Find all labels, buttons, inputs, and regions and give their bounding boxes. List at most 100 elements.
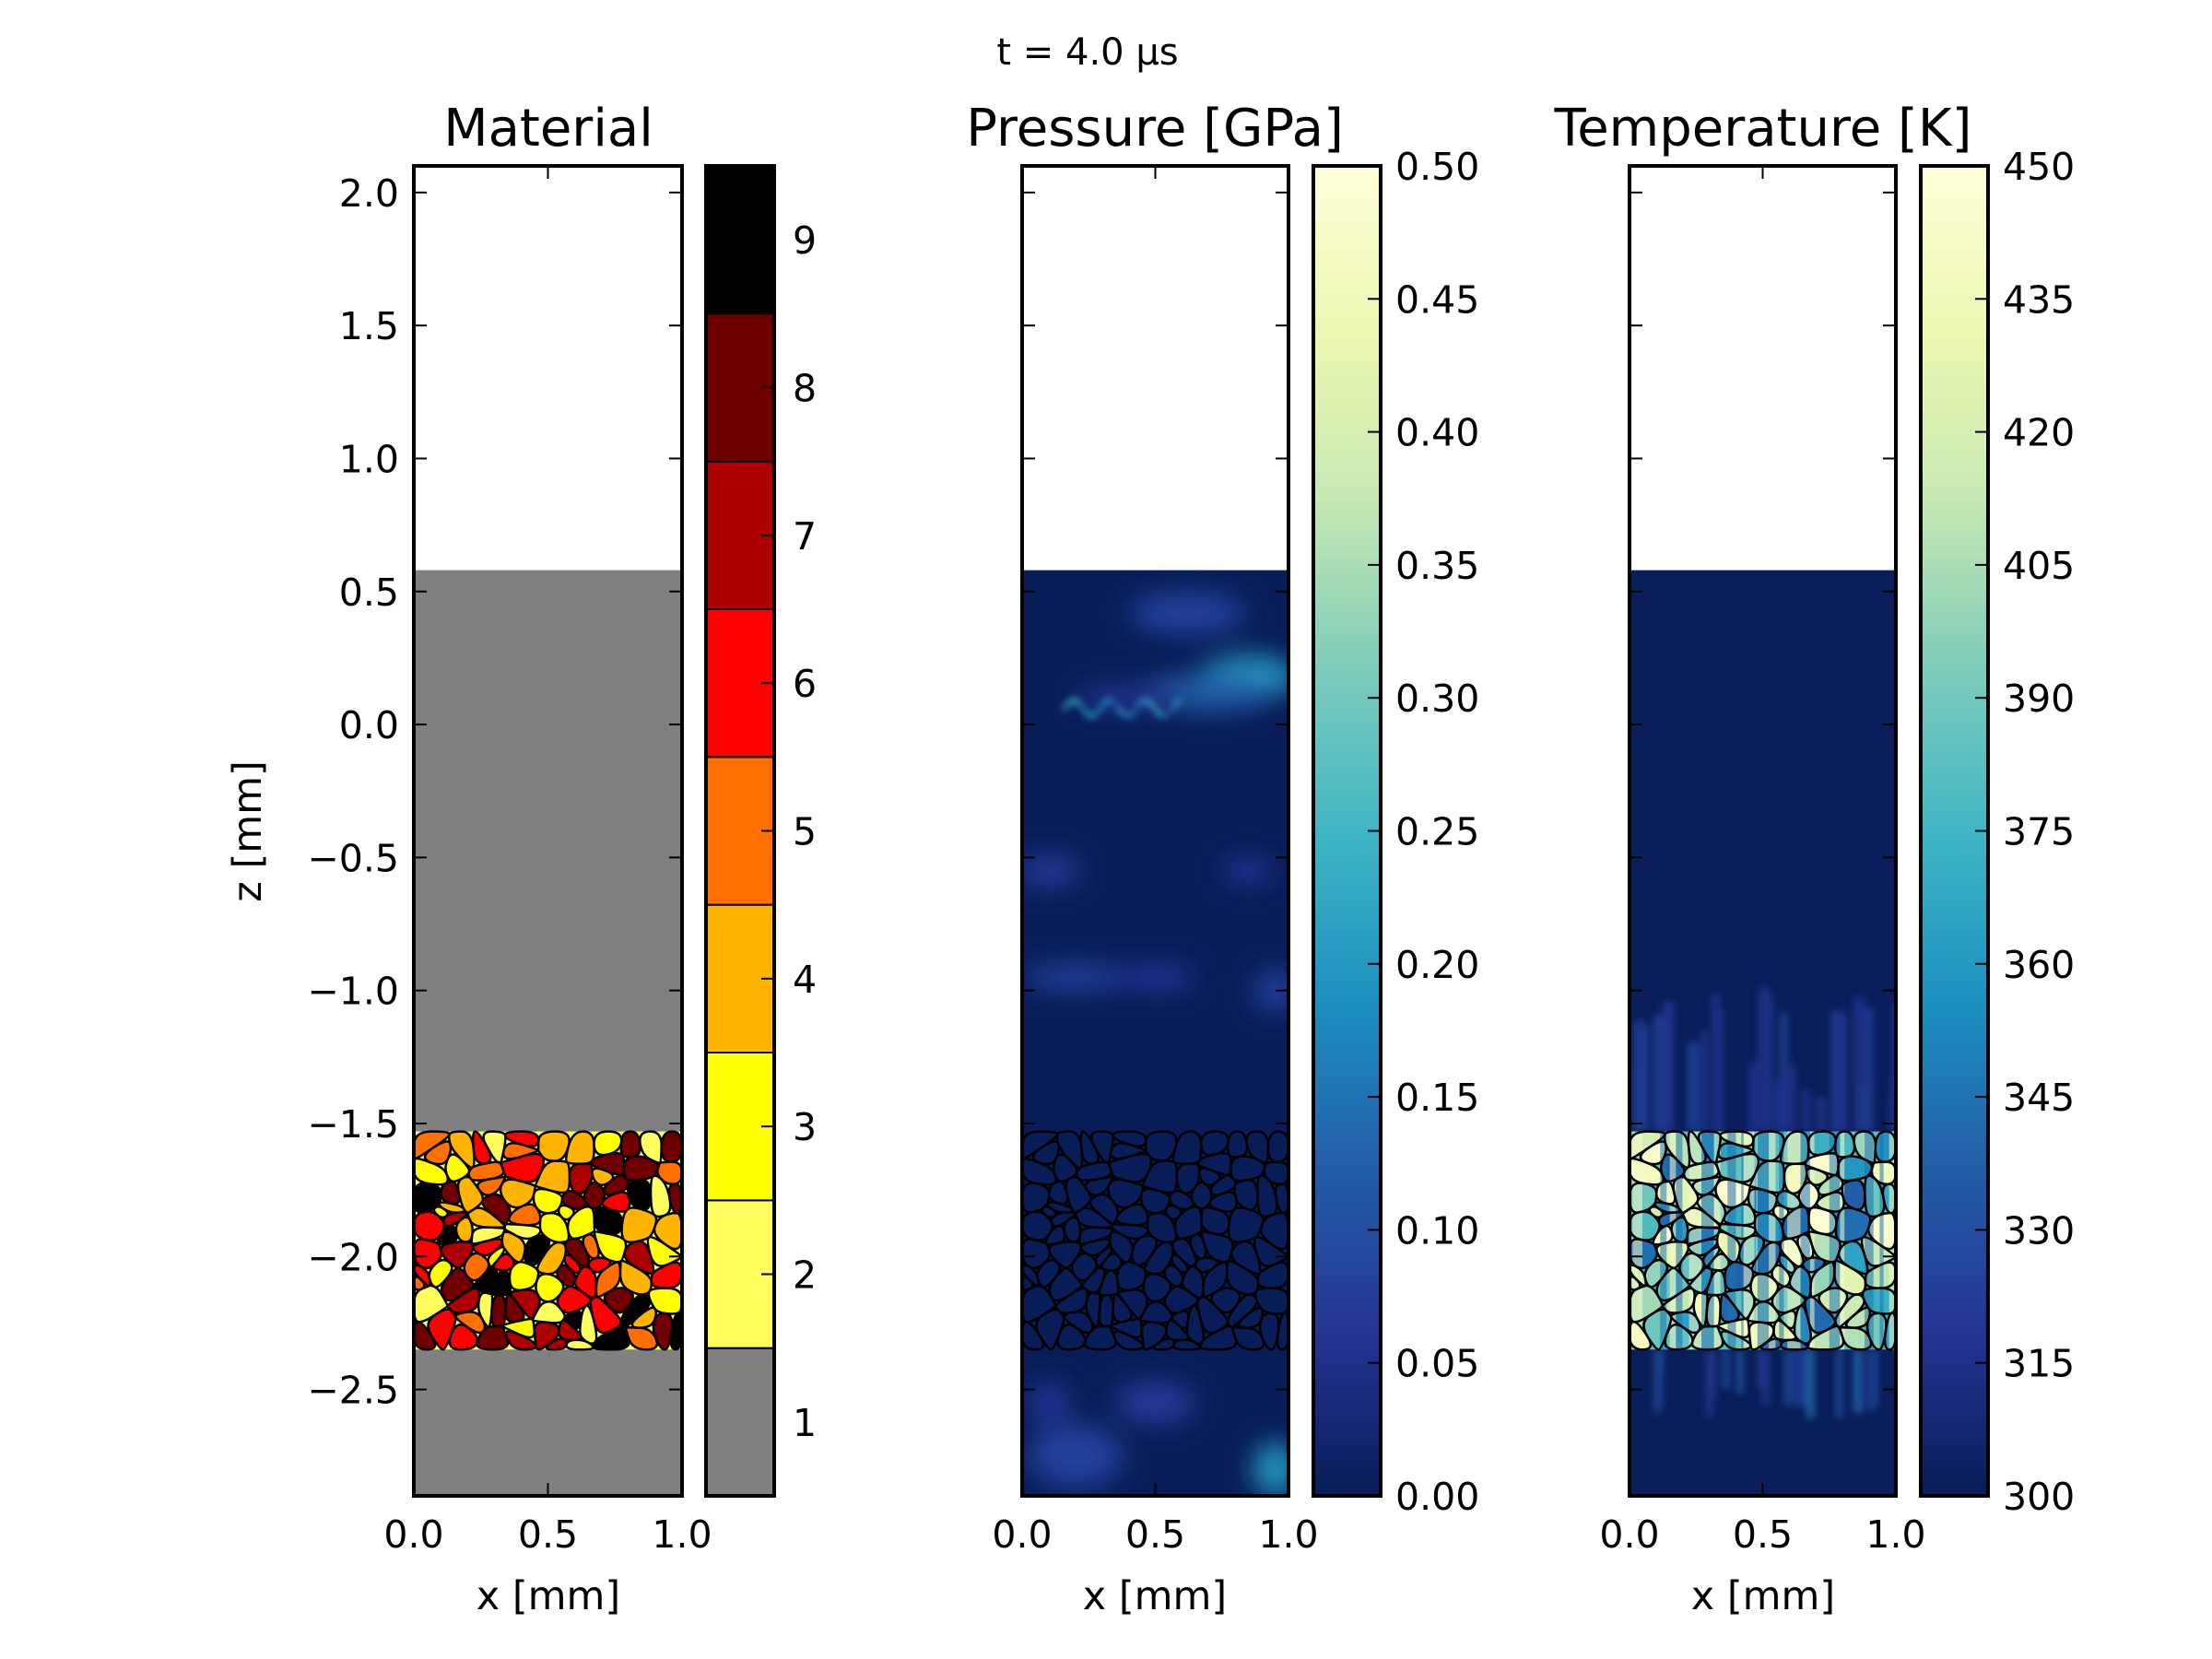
grain-outline <box>1196 1152 1232 1177</box>
grain-outline <box>1130 1234 1159 1266</box>
pressure-streak-pixel <box>1062 705 1068 711</box>
temperature-stripe <box>1669 1131 1677 1350</box>
grain-outline <box>1210 1287 1241 1314</box>
ytick-label: −1.5 <box>307 1102 399 1147</box>
grain-cell <box>472 1130 492 1165</box>
grain-outline <box>1171 1310 1190 1330</box>
temperature-stripe <box>1787 1131 1795 1350</box>
grain-temperature-cell <box>1839 1327 1872 1350</box>
pressure-streak-pixel <box>1074 699 1080 704</box>
temperature-streak <box>1785 1064 1796 1132</box>
grain-outline <box>1227 1206 1265 1244</box>
grain-outline <box>1084 1175 1116 1197</box>
colorbar-band <box>705 1347 775 1497</box>
grain-outline <box>1194 1256 1219 1274</box>
pressure-blob <box>1022 963 1129 991</box>
grain-outline <box>1796 1233 1815 1260</box>
pressure-streak-pixel <box>1070 698 1077 703</box>
temperature-stripe <box>1800 1131 1810 1350</box>
colorbar-tick-label: 3 <box>793 1105 817 1149</box>
grain-cell <box>473 1265 499 1295</box>
temperature-streak <box>1830 1011 1841 1132</box>
pressure-panel: Pressure [GPa] 0.0 0.5 1.0 x [mm] 0.00 0.05… <box>966 99 1479 1619</box>
pressure-xlabel: x [mm] <box>1083 1573 1227 1619</box>
pressure-blob <box>1253 969 1288 1012</box>
grain-outline <box>1817 1173 1844 1196</box>
temperature-streak <box>1632 1066 1643 1132</box>
xtick-label: 0.0 <box>383 1512 443 1557</box>
temperature-streak <box>1836 1349 1843 1418</box>
grain-cell <box>639 1130 663 1165</box>
grain-cell <box>619 1130 642 1159</box>
colorbar-tick-label: 0.50 <box>1395 145 1479 189</box>
material-colorbar: 1 2 3 4 5 6 7 8 9 <box>704 164 817 1498</box>
temperature-stripe <box>1632 1131 1642 1350</box>
temperature-streak <box>1891 1004 1896 1132</box>
colorbar-tick-label: 0.30 <box>1395 677 1479 721</box>
grain-cell <box>620 1206 658 1244</box>
grain-outline <box>1112 1330 1145 1351</box>
grain-outline <box>1834 1206 1872 1244</box>
ytick-label: 1.5 <box>339 304 399 348</box>
pressure-streak-pixel <box>1142 698 1148 703</box>
colorbar-band <box>705 165 775 315</box>
grain-temperature-cell <box>1838 1156 1873 1182</box>
grain-cell <box>667 1182 682 1215</box>
grain-cell <box>523 1234 551 1266</box>
pressure-streak-pixel <box>1082 708 1088 713</box>
colorbar-tick-label: 6 <box>793 662 817 706</box>
grain-temperature-cell <box>1846 1307 1870 1328</box>
colorbar-tick-label: 435 <box>2003 277 2075 322</box>
pressure-streak-pixel <box>1178 698 1184 703</box>
material-title: Material <box>443 99 653 159</box>
pressure-streak-pixel <box>1094 711 1100 716</box>
pressure-colorbar: 0.00 0.05 0.10 0.15 0.20 0.25 0.30 0.35 0.40 0.45… <box>1312 145 1479 1519</box>
temperature-streak <box>1762 1349 1770 1406</box>
pressure-streak-pixel <box>1118 709 1124 714</box>
temperature-title: Temperature [K] <box>1554 99 1972 159</box>
material-ylabel: z [mm] <box>225 760 271 902</box>
grain-outline <box>1691 1175 1724 1197</box>
pressure-blob <box>1027 1381 1071 1425</box>
colorbar-tick-label: 330 <box>2003 1208 2075 1253</box>
grain-outline <box>1844 1306 1872 1329</box>
grain-outline <box>1883 1312 1896 1351</box>
grain-outline <box>1853 1130 1877 1165</box>
grain-outline <box>1276 1312 1288 1351</box>
grain-outline <box>1116 1288 1148 1321</box>
pressure-streak-pixel <box>1098 705 1104 711</box>
grain-outline <box>1881 1182 1896 1215</box>
grain-cell <box>563 1253 582 1275</box>
xtick-label: 1.0 <box>1865 1512 1925 1557</box>
colorbar-tick-label: 0.40 <box>1395 411 1479 455</box>
grain-outline <box>1031 1140 1061 1166</box>
grain-outline <box>1818 1287 1849 1314</box>
colorbar-tick-label: 5 <box>793 810 817 854</box>
grain-cell <box>603 1287 634 1314</box>
grain-cell <box>593 1130 623 1157</box>
colorbar-tick-label: 315 <box>2003 1342 2075 1386</box>
pressure-blob <box>1253 1442 1288 1496</box>
grain-outline <box>1080 1265 1106 1295</box>
temperature-streak <box>1723 1349 1730 1390</box>
colorbar-tick-label: 2 <box>793 1253 817 1298</box>
grain-outline <box>1171 1253 1189 1275</box>
colorbar-tick-label: 0.20 <box>1395 943 1479 987</box>
grain-cell <box>427 1308 457 1351</box>
colorbar-tick-label: 345 <box>2003 1076 2075 1120</box>
grain-cell <box>557 1204 575 1221</box>
grain-outline <box>1062 1311 1094 1335</box>
material-panel: Material 2.0 1.5 1.0 0.5 0.0 −0.5 −1.0 −1.5 −2.0… <box>225 99 817 1619</box>
grain-outline <box>1642 1308 1673 1351</box>
temperature-ticks: 0.0 0.5 1.0 <box>1599 166 1926 1557</box>
grain-outline <box>1724 1288 1756 1321</box>
temperature-streak <box>1802 1088 1811 1132</box>
grain-outline <box>1687 1130 1707 1165</box>
grain-temperature-cell <box>1808 1131 1836 1156</box>
xtick-label: 0.0 <box>992 1512 1052 1557</box>
grain-cell <box>563 1310 582 1330</box>
temperature-stripe <box>1879 1131 1884 1350</box>
pressure-streak-pixel <box>1166 711 1172 716</box>
ytick-label: 2.0 <box>339 171 399 216</box>
temperature-streak <box>1783 1349 1793 1406</box>
